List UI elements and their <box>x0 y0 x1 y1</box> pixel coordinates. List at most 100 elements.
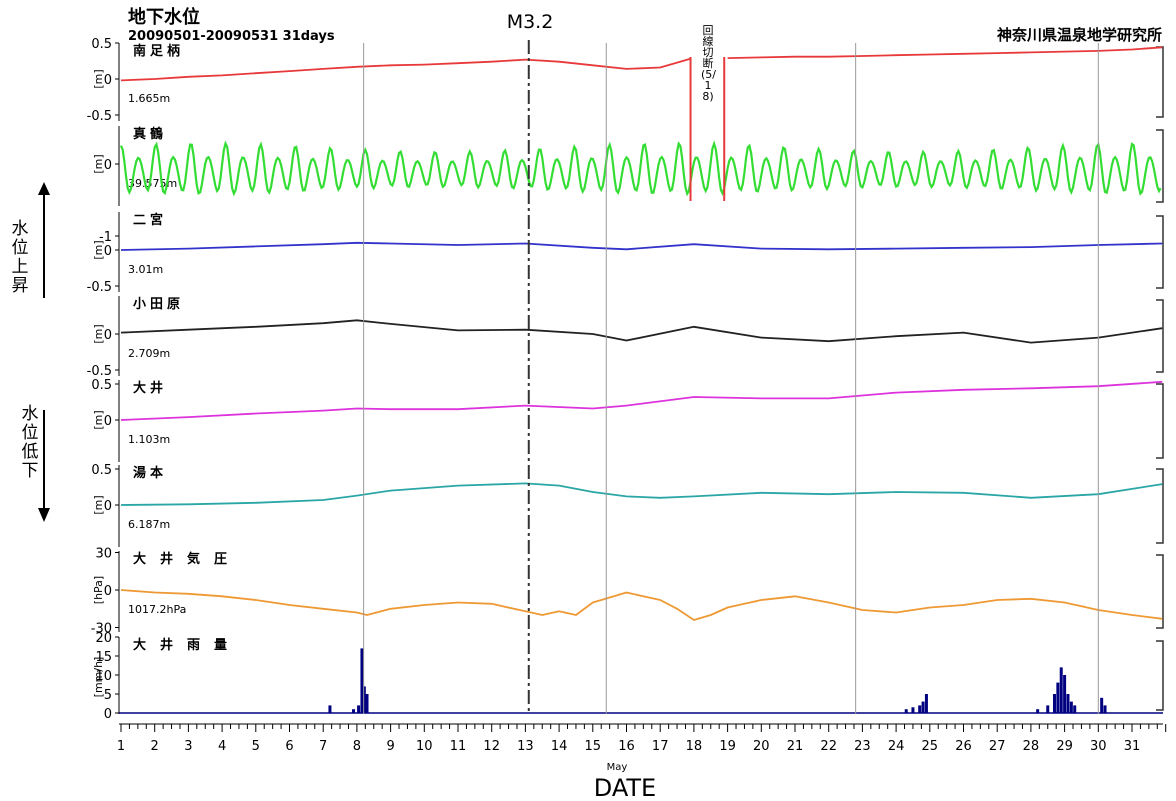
x-tick-label: 28 <box>1023 739 1040 754</box>
x-tick-label: 7 <box>319 739 327 754</box>
series-name: 南足柄 <box>133 43 184 59</box>
x-tick-label: 18 <box>686 739 703 754</box>
rain-bar <box>911 707 915 713</box>
rain-bar <box>1063 675 1067 713</box>
y-tick-label: -0.5 <box>87 280 112 295</box>
y-tick-label: -30 <box>91 622 112 637</box>
series-name: 大井雨量 <box>133 637 241 653</box>
y-tick-label: 15 <box>95 650 112 665</box>
x-tick-label: 5 <box>252 739 260 754</box>
unit-label: [m] <box>92 324 105 343</box>
series-name: 大井 <box>133 380 167 396</box>
baseline-label: 3.01m <box>128 263 163 276</box>
x-tick-label: 11 <box>450 739 467 754</box>
series-line <box>120 319 1163 344</box>
unit-label: [m] <box>92 240 105 259</box>
x-tick-label: 13 <box>517 739 534 754</box>
x-tick-label: 31 <box>1124 739 1141 754</box>
x-tick-label: 9 <box>386 739 394 754</box>
panel-5: 0.5 0[m] 大井 1.103m <box>91 378 1164 462</box>
unit-label: [m] <box>92 495 105 514</box>
rain-bar <box>357 705 361 713</box>
unit-label: [hPa] <box>92 576 105 604</box>
panel-6: 0.5 0[m] 湯本 6.187m <box>91 463 1164 547</box>
rain-bar <box>1059 667 1063 713</box>
series-name: 真鶴 <box>133 126 167 142</box>
x-tick-label: 15 <box>585 739 602 754</box>
rain-bar <box>1066 694 1070 713</box>
unit-label: [m] <box>92 154 105 173</box>
x-tick-label: 23 <box>854 739 871 754</box>
y-tick-label: -0.5 <box>87 109 112 124</box>
x-tick-label: 21 <box>787 739 804 754</box>
month-label: May <box>607 762 628 773</box>
x-tick-label: 17 <box>652 739 669 754</box>
y-tick-label: 0 <box>104 328 112 343</box>
y-tick-label: 20 <box>95 631 112 646</box>
y-tick-label: 0 <box>104 158 112 173</box>
x-tick-label: 24 <box>888 739 905 754</box>
series-name: 大井気圧 <box>133 551 241 567</box>
rain-bar <box>1046 705 1050 713</box>
x-tick-label: 6 <box>285 739 293 754</box>
x-tick-label: 3 <box>184 739 192 754</box>
series-line <box>120 46 1163 82</box>
rain-bar <box>1103 705 1107 713</box>
rain-bar <box>1036 709 1040 713</box>
baseline-label: 39.575m <box>128 177 177 190</box>
x-tick-label: 29 <box>1056 739 1073 754</box>
chart-title: 地下水位 <box>128 6 200 28</box>
panel-8: 20 15 10 5 0 [mm/h] 大井雨量 <box>92 631 1164 722</box>
rain-bar <box>1052 694 1056 713</box>
series-line <box>120 380 1163 421</box>
rain-bar <box>1100 697 1104 713</box>
x-tick-label: 26 <box>955 739 972 754</box>
x-tick-label: 20 <box>753 739 770 754</box>
series-line <box>119 140 1162 197</box>
y-tick-label: 0.5 <box>91 37 112 52</box>
x-axis-label: DATE <box>594 774 656 801</box>
x-axis: 1 2 3 4 5 6 7 8 9 10 11 12 13 14 15 16 17 18 19 20 21 22 23 24 2… <box>117 723 1167 754</box>
y-tick-label: 0 <box>104 414 112 429</box>
x-tick-label: 25 <box>922 739 939 754</box>
x-tick-label: 22 <box>820 739 837 754</box>
y-tick-label: 30 <box>95 547 112 562</box>
chart-period: 20090501-20090531 31days <box>128 29 335 44</box>
x-tick-label: 16 <box>618 739 635 754</box>
baseline-label: 1017.2hPa <box>128 603 186 616</box>
x-tick-label: 19 <box>719 739 736 754</box>
series-line <box>120 241 1163 251</box>
x-tick-label: 14 <box>551 739 568 754</box>
day-markers <box>363 43 1099 714</box>
y-tick-label: 0.5 <box>91 378 112 393</box>
rain-bar <box>1056 682 1060 713</box>
panel-3: 0 -0.5 [m] 二宮 3.01m <box>87 212 1164 295</box>
series-name: 小田原 <box>133 297 184 312</box>
y-tick-label: 0 <box>104 584 112 599</box>
y-tick-label: 0 <box>104 499 112 514</box>
rain-bar <box>365 694 369 713</box>
y-tick-label: 10 <box>95 669 112 684</box>
baseline-label: 2.709m <box>128 347 170 360</box>
rain-bar <box>328 705 332 713</box>
series-name: 二宮 <box>133 212 167 228</box>
panel-4: 0 -0.5 [m] 小田原 2.709m <box>87 296 1164 379</box>
unit-label: [m] <box>92 410 105 429</box>
x-tick-label: 4 <box>218 739 226 754</box>
rain-bar <box>924 694 928 713</box>
y-tick-label: -0.5 <box>87 364 112 379</box>
y-tick-label: 0 <box>104 707 112 722</box>
unit-label: [m] <box>92 69 105 88</box>
x-tick-label: 12 <box>483 739 500 754</box>
rain-bar <box>921 701 925 713</box>
y-tick-label: -1 <box>99 230 112 245</box>
x-tick-label: 27 <box>989 739 1006 754</box>
x-tick-label: 10 <box>416 739 433 754</box>
panel-2: 0 -1 [m] 真鶴 39.575m <box>92 126 1164 245</box>
unit-label: [mm/h] <box>92 657 105 698</box>
y-tick-label: 5 <box>104 688 112 703</box>
rain-bar <box>352 709 356 713</box>
panel-7: 30 0 -30 [hPa] 大井気圧 1017.2hPa <box>91 547 1164 637</box>
event-label: M3.2 <box>507 11 554 33</box>
